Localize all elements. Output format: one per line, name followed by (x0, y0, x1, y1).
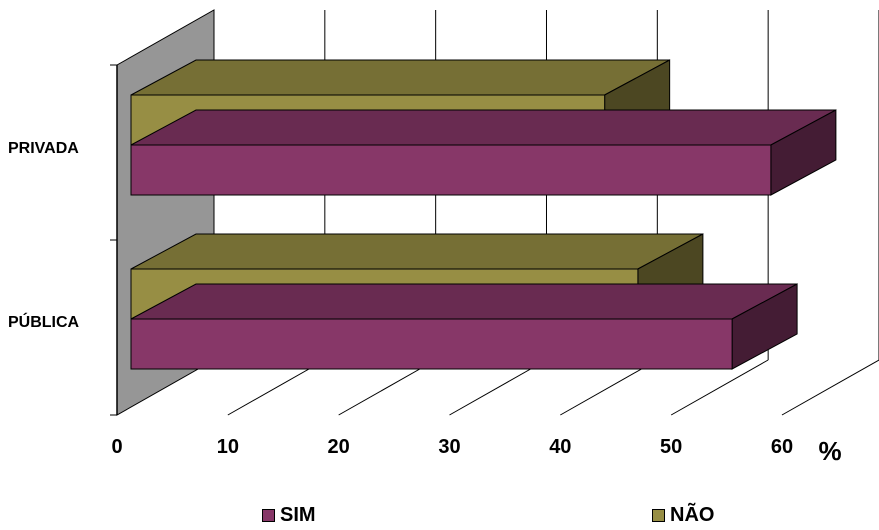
bar-front-face (130, 144, 772, 196)
category-label-0: PRIVADA (8, 140, 79, 157)
x-tick-label-10: 10 (217, 436, 239, 458)
x-tick-label-60: 60 (771, 436, 793, 458)
x-tick-label-20: 20 (328, 436, 350, 458)
legend-label-sim: SIM (280, 504, 316, 526)
chart-labels: PRIVADA PÚBLICA 0 10 20 30 40 50 60% (8, 140, 842, 466)
bar-top-face (130, 109, 837, 146)
x-tick-label-0: 0 (111, 436, 122, 458)
category-label-1: PÚBLICA (8, 312, 80, 331)
x-tick-label-30: 30 (438, 436, 460, 458)
legend-swatch-sim (262, 508, 275, 522)
bar-privada-sim (130, 109, 837, 196)
bar-pblica-sim (130, 283, 798, 370)
x-unit-label: % (818, 436, 841, 466)
bar-front-face (130, 318, 733, 370)
bar-chart: PRIVADA PÚBLICA 0 10 20 30 40 50 60% (8, 9, 879, 466)
gridline-floor-50 (670, 359, 769, 416)
bar-top-face (130, 59, 670, 96)
bar-top-face (130, 233, 704, 270)
legend-item-sim: SIM (262, 505, 316, 525)
gridline-floor-60 (781, 359, 879, 416)
legend-item-nao: NÃO (652, 505, 714, 525)
x-tick-label-40: 40 (549, 436, 571, 458)
bar-top-face (130, 283, 798, 320)
chart-bars (130, 59, 837, 370)
legend-swatch-nao (652, 508, 665, 522)
x-tick-label-50: 50 (660, 436, 682, 458)
legend-label-nao: NÃO (670, 504, 715, 526)
